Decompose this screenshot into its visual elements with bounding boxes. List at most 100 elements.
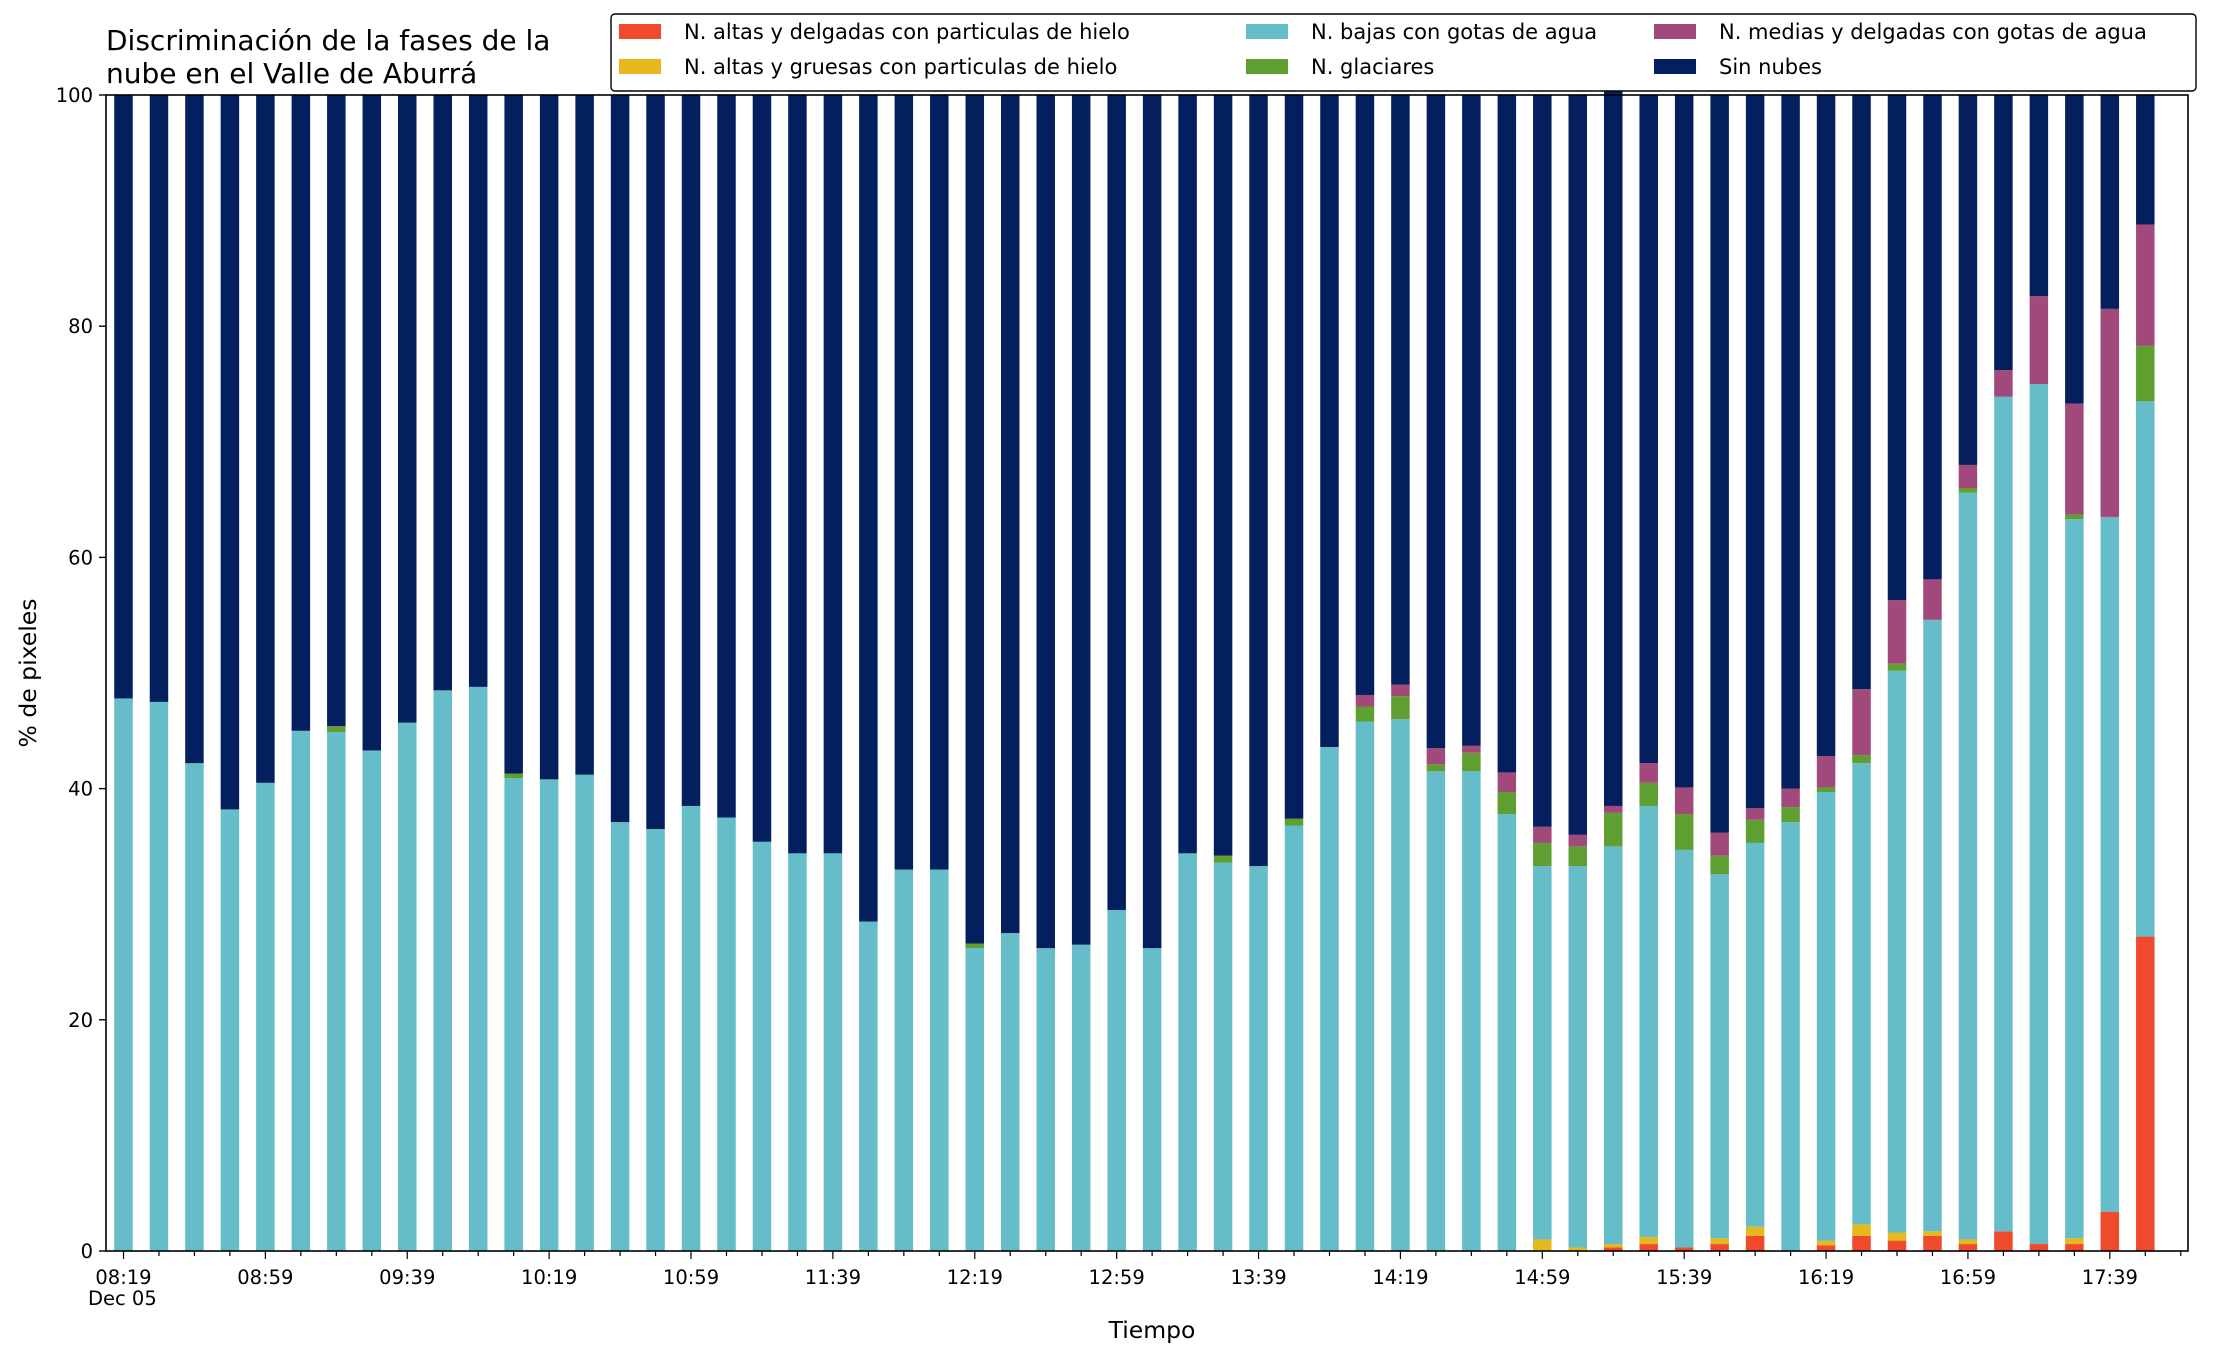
bar-segment-1349-s2 [1284,825,1304,1251]
bar-segment-1639-s2 [1887,670,1907,1233]
legend-swatch [1654,24,1696,39]
chart-title-line-1: Discriminación de la fases de la [106,24,550,57]
bar-segment-1749-s3 [2136,345,2155,402]
bar-segment-1149-s2 [859,921,878,1251]
bar-segment-1519-s1 [1603,1244,1623,1248]
bar-segment-1719-s4 [2029,296,2049,384]
bar-segment-1519-s2 [1603,846,1623,1245]
bar-segment-1409-s3 [1355,706,1375,722]
bar-segment-1709-s2 [1994,396,2013,1232]
bar-segment-1249-s2 [1071,944,1091,1251]
bar-segment-1529-s2 [1639,805,1658,1238]
x-tick-sublabel-date: Dec 05 [88,1287,157,1310]
legend-swatch [1246,24,1288,39]
bar-segment-1659-s3 [1958,488,1978,493]
bar-segment-1619-s3 [1816,787,1836,793]
bar-segment-1449-s2 [1497,814,1517,1251]
bar-segment-1649-s0 [1923,1235,1942,1251]
bar-segment-1109-s2 [717,817,736,1251]
y-tick-label: 20 [68,1009,93,1032]
legend-label: N. medias y delgadas con gotas de agua [1719,20,2147,44]
bar-segment-1039-s5 [610,95,630,823]
y-tick-label: 100 [56,84,93,107]
bar-segment-1419-s3 [1391,696,1410,720]
bar-segment-1459-s4 [1533,826,1552,843]
bar-segment-1329-s5 [1213,95,1233,856]
bar-segment-1609-s2 [1781,822,1800,1251]
bar-segment-1519-s4 [1603,805,1623,813]
bar-segment-0929-s5 [362,95,382,751]
x-tick-label: 16:59 [1940,1266,1996,1289]
bar-segment-1639-s1 [1887,1232,1907,1241]
x-tick-label: 10:59 [663,1266,719,1289]
bar-segment-1349-s3 [1284,818,1304,826]
bar-segment-1659-s0 [1958,1244,1978,1251]
bar-segment-1249-s5 [1071,95,1091,945]
bar-segment-1629-s0 [1852,1235,1871,1251]
chart-title-line-2: nube en el Valle de Aburrá [106,57,477,90]
bar-segment-1419-s2 [1391,719,1410,1251]
x-axis: 08:19 08:59 09:39 10:19 10:59 11:39 12:19 12:59… [95,1251,2182,1289]
bar-segment-1619-s4 [1816,756,1836,788]
bar-segment-1209-s2 [930,869,949,1251]
bar-segment-1019-s2 [539,779,559,1251]
bar-segment-1729-s2 [2065,519,2084,1239]
legend-swatch [619,24,661,39]
bar-segment-1659-s4 [1958,464,1978,489]
bar-segment-1429-s2 [1426,771,1446,1251]
bar-segment-1439-s3 [1462,752,1481,772]
bar-segment-0919-s3 [327,726,346,732]
x-tick-label: 13:39 [1230,1266,1286,1289]
bar-segment-1009-s5 [504,95,523,774]
bar-segment-1609-s5 [1781,95,1800,789]
bar-segment-1559-s4 [1745,808,1765,820]
bar-segment-1529-s4 [1639,763,1658,783]
bar-segment-1549-s1 [1710,1238,1729,1245]
bar-segment-1539-s3 [1674,814,1694,850]
bar-segment-0939-s5 [398,95,417,723]
bar-segment-1139-s2 [823,853,843,1251]
bar-segment-1409-s5 [1355,95,1375,695]
bar-segment-1439-s2 [1462,771,1481,1251]
bar-segment-1559-s0 [1745,1235,1765,1251]
bar-segment-1229-s5 [1001,95,1020,934]
bar-segment-1459-s3 [1533,842,1552,867]
bar-segment-0859-s5 [256,95,275,783]
y-tick-label: 0 [81,1240,93,1263]
y-tick-label: 80 [68,315,93,338]
bar-segment-1029-s5 [575,95,594,775]
y-tick-label: 40 [68,778,93,801]
bar-segment-1729-s5 [2065,95,2084,404]
bar-segment-1509-s5 [1568,95,1588,835]
bar-segment-1559-s3 [1745,819,1765,843]
bar-segment-1359-s5 [1320,95,1339,747]
bar-segment-0829-s2 [149,701,169,1251]
legend-label: N. glaciares [1311,55,1434,79]
bar-segment-1749-s0 [2136,936,2155,1251]
legend-frame [610,13,2197,92]
legend: N. altas y delgadas con particulas de hi… [610,13,2197,92]
bar-segment-1509-s1 [1568,1247,1588,1251]
bar-segment-1319-s5 [1178,95,1197,854]
bar-segment-1129-s2 [788,853,807,1251]
bar-segment-1529-s1 [1639,1237,1658,1245]
bar-segment-1529-s3 [1639,782,1658,806]
bar-segment-1639-s5 [1887,95,1907,601]
bar-segment-0849-s5 [220,95,240,810]
bar-segment-1539-s4 [1674,787,1694,815]
bar-segment-1339-s5 [1249,95,1268,867]
bar-segment-0959-s5 [468,95,488,687]
bar-segment-1429-s5 [1426,95,1446,749]
bar-segment-1729-s4 [2065,403,2084,515]
bar-segment-0909-s5 [291,95,311,731]
bar-segment-1659-s5 [1958,95,1978,465]
legend-label: N. altas y gruesas con particulas de hie… [684,55,1117,79]
bar-segment-1239-s2 [1036,948,1055,1251]
bar-segment-1649-s1 [1923,1231,1942,1236]
bar-segment-1559-s1 [1745,1226,1765,1236]
bar-segment-1329-s3 [1213,855,1233,863]
bar-segment-1019-s5 [539,95,559,780]
x-tick-label: 14:19 [1372,1266,1428,1289]
bar-segment-1039-s2 [610,822,630,1251]
